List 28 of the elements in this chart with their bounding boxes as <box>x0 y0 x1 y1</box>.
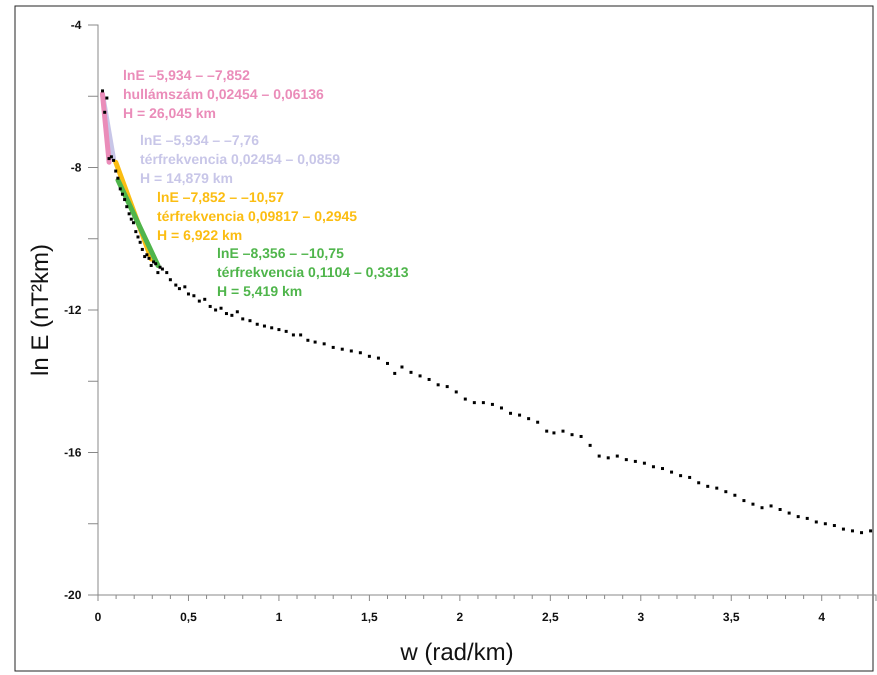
annotation: hullámszám 0,02454 – 0,06136 <box>123 86 324 102</box>
x-tick-label: 3,5 <box>722 610 740 624</box>
annotation: lnE –7,852 – –10,57 <box>157 189 284 205</box>
x-tick-label: 2,5 <box>542 610 559 624</box>
x-tick-label: 2 <box>456 610 464 624</box>
annotation: lnE –8,356 – –10,75 <box>217 245 344 261</box>
annotation: H = 26,045 km <box>123 105 216 121</box>
annotation: térfrekvencia 0,09817 – 0,2945 <box>157 208 358 224</box>
y-tick-label: -4 <box>70 18 82 32</box>
x-tick-label: 3 <box>637 610 644 624</box>
annotation: lnE –5,934 – –7,852 <box>123 67 250 83</box>
y-tick-label: -8 <box>70 160 82 174</box>
y-tick-label: -12 <box>64 302 82 317</box>
x-tick-label: 0 <box>94 610 102 624</box>
annotation: térfrekvencia 0,02454 – 0,0859 <box>140 151 340 167</box>
x-tick-label: 1,5 <box>361 610 378 624</box>
y-tick-label: -20 <box>64 588 82 602</box>
y-tick-label: -16 <box>64 445 82 460</box>
x-axis-title: w (rad/km) <box>399 639 514 666</box>
x-tick-label: 4 <box>818 610 826 624</box>
y-axis-title: ln E (nT²km) <box>27 244 54 376</box>
x-tick-label: 1 <box>276 610 283 624</box>
annotation: H = 6,922 km <box>157 227 242 243</box>
annotation: térfrekvencia 0,1104 – 0,3313 <box>217 264 409 280</box>
annotation: H = 5,419 km <box>217 283 302 299</box>
x-tick-label: 0,5 <box>180 610 198 624</box>
annotation: lnE –5,934 – –7,76 <box>140 132 260 148</box>
annotation: H = 14,879 km <box>140 170 234 186</box>
